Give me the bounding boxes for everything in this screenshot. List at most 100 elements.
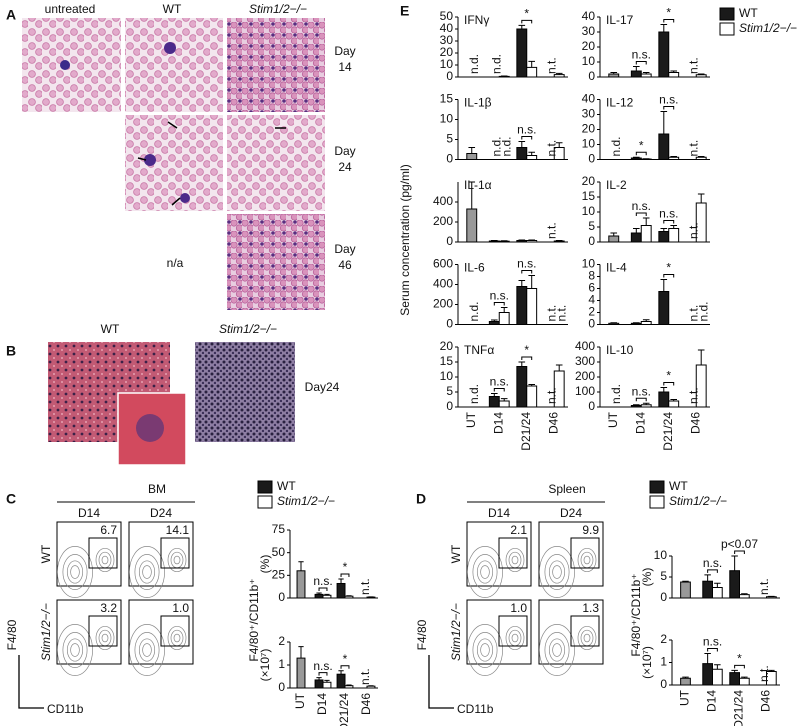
- y-tick-label: 15: [440, 354, 454, 368]
- bar: [695, 364, 707, 408]
- sig-label: n.s.: [313, 574, 332, 588]
- x-tick-label: D21/24: [732, 690, 746, 726]
- y-tick-label: 10: [582, 54, 596, 68]
- bar: [640, 225, 652, 243]
- bar: [526, 385, 538, 408]
- sig-bracket: [493, 302, 505, 306]
- na-label: n/a: [167, 256, 184, 270]
- y-tick-label: 0: [446, 69, 453, 83]
- y-axis-label: Serum concentration (pg/ml): [398, 164, 412, 315]
- bar: [668, 156, 680, 160]
- sig-bracket: [663, 274, 675, 278]
- micrograph: [125, 18, 223, 112]
- contour: [142, 565, 152, 579]
- note: n.t.: [544, 140, 558, 157]
- note: n.d.: [489, 136, 503, 156]
- row-label: WT: [39, 544, 53, 563]
- contour: [70, 643, 80, 657]
- note: n.t.: [358, 578, 372, 595]
- bar: [729, 570, 741, 599]
- gate: [88, 537, 118, 569]
- sig-bracket: [635, 212, 647, 216]
- row-label: 24: [338, 160, 352, 174]
- note: n.t.: [544, 387, 558, 404]
- bar: [680, 581, 691, 599]
- contour: [167, 547, 187, 573]
- error-bar: [338, 670, 344, 675]
- y-tick-label: 0: [278, 590, 285, 604]
- contour: [480, 565, 490, 579]
- y-tick-label: 200: [575, 369, 595, 383]
- bar: [516, 28, 528, 78]
- bar: [630, 157, 642, 160]
- row-label: Stim1/2−/−: [449, 603, 463, 661]
- bar: [608, 73, 620, 78]
- contour: [101, 555, 109, 565]
- bar: [658, 133, 670, 160]
- column-label: D24: [560, 506, 582, 520]
- contour: [539, 546, 575, 598]
- gate: [498, 537, 528, 569]
- y-tick-label: 40: [582, 92, 596, 106]
- bar: [695, 202, 707, 243]
- bar: [336, 673, 346, 689]
- note: n.d.: [467, 54, 481, 74]
- bar: [640, 404, 652, 408]
- sig-bracket: [493, 388, 505, 392]
- y-tick-label: 0: [446, 152, 453, 166]
- contour: [66, 638, 84, 662]
- sig-bracket: [635, 397, 647, 402]
- error-bar: [518, 141, 526, 148]
- gate-value: 1.3: [582, 601, 599, 615]
- y-tick-label: 30: [582, 107, 596, 121]
- bar: [498, 400, 510, 408]
- row-label: Day: [334, 242, 355, 256]
- error-bar: [697, 193, 705, 203]
- cell: [180, 193, 190, 203]
- y-tick-label: 75: [272, 522, 286, 536]
- y-tick-label: 2: [278, 634, 285, 648]
- cell: [136, 414, 164, 442]
- note: n.t.: [686, 387, 700, 404]
- y-tick-label: 2: [588, 305, 595, 319]
- sig-label: *: [737, 652, 742, 666]
- sig-label: n.s.: [659, 207, 678, 221]
- contour: [467, 624, 503, 676]
- y-tick-label: 300: [575, 354, 595, 368]
- contour: [129, 624, 165, 676]
- legend-label: WT: [669, 479, 688, 493]
- micrograph: [227, 115, 325, 211]
- bar: [296, 570, 306, 599]
- bar: [668, 228, 680, 243]
- y-tick-label: 15: [582, 189, 596, 203]
- contour: [577, 547, 597, 573]
- contour: [138, 560, 156, 584]
- contour: [173, 555, 181, 565]
- legend-swatch: [719, 7, 735, 21]
- y-tick-label: 400: [433, 194, 453, 208]
- bar: [498, 75, 510, 78]
- bar: [608, 322, 620, 325]
- y-tick-label: 600: [433, 257, 453, 271]
- gate-value: 2.1: [510, 523, 527, 537]
- sig-label: *: [666, 6, 671, 20]
- error-bar: [660, 111, 668, 134]
- error-bar: [704, 574, 711, 582]
- y-tick-label: 30: [582, 24, 596, 38]
- chart-title: IL-2: [606, 178, 627, 192]
- error-bar: [731, 555, 738, 571]
- contour: [95, 547, 115, 573]
- legend-label: Stim1/2−/−: [739, 21, 797, 35]
- legend-swatch: [257, 495, 273, 509]
- column-label: WT: [163, 2, 182, 16]
- bar: [488, 321, 500, 325]
- column-label: D14: [488, 506, 510, 520]
- inset: [117, 392, 187, 466]
- error-bar: [660, 24, 668, 32]
- bar: [658, 291, 670, 325]
- contour: [134, 632, 160, 668]
- gate: [160, 615, 190, 647]
- flow-panel: BM D14 D24 WT 6.7 14.1 Stim1/2−/− 3.2 1.0 F4/80 CD…: [5, 482, 195, 716]
- measure-label: F4/80⁺/CD11b⁺: [629, 573, 643, 656]
- bar: [630, 70, 642, 78]
